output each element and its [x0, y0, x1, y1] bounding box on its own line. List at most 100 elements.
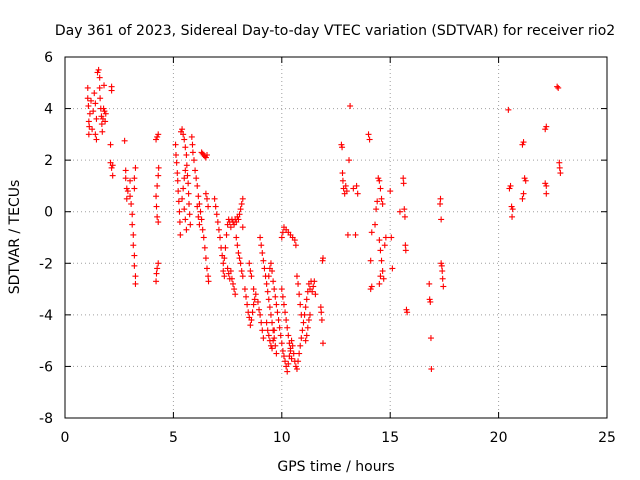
data-point [276, 324, 283, 331]
data-point [181, 136, 188, 143]
data-point [257, 234, 264, 241]
data-point [402, 247, 409, 254]
data-point [375, 175, 382, 182]
data-point [183, 226, 190, 233]
data-point [101, 82, 108, 89]
data-point [259, 327, 266, 334]
data-point [277, 332, 284, 339]
data-point [297, 301, 304, 308]
data-point [339, 144, 346, 151]
data-point [186, 200, 193, 207]
data-point [195, 213, 202, 220]
data-point [233, 234, 240, 241]
data-point [102, 118, 109, 125]
data-point [237, 260, 244, 267]
data-point [131, 252, 138, 259]
data-point [173, 151, 180, 158]
data-point [215, 226, 222, 233]
data-point [519, 195, 526, 202]
data-point [189, 141, 196, 148]
data-point [267, 260, 274, 267]
data-point [187, 221, 194, 228]
data-point [295, 358, 302, 365]
data-point [377, 247, 384, 254]
data-point [344, 231, 351, 238]
y-tick-label: 6 [44, 50, 53, 66]
data-point [220, 268, 227, 275]
data-point [185, 180, 192, 187]
data-point [368, 283, 375, 290]
data-point [182, 144, 189, 151]
data-point [85, 102, 92, 109]
data-point [367, 286, 374, 293]
x-tick-label: 10 [273, 430, 291, 446]
data-point [310, 283, 317, 290]
data-point [302, 304, 309, 311]
data-point [382, 234, 389, 241]
data-point [257, 311, 264, 318]
data-point [130, 231, 137, 238]
data-point [376, 177, 383, 184]
data-point [303, 332, 310, 339]
data-point [195, 193, 202, 200]
data-point [194, 182, 201, 189]
data-point [368, 229, 375, 236]
data-point [440, 283, 447, 290]
data-point [202, 154, 209, 161]
data-point [260, 257, 267, 264]
data-points [84, 66, 564, 375]
y-tick-label: -2 [39, 256, 53, 272]
data-point [100, 105, 107, 112]
data-point [90, 108, 97, 115]
data-point [438, 216, 445, 223]
data-point [91, 90, 98, 97]
data-point [379, 268, 386, 275]
data-point [97, 95, 104, 102]
data-point [265, 296, 272, 303]
data-point [220, 260, 227, 267]
data-point [372, 221, 379, 228]
data-point [124, 188, 131, 195]
data-point [217, 234, 224, 241]
data-point [377, 185, 384, 192]
data-point [175, 198, 182, 205]
data-point [299, 327, 306, 334]
data-point [378, 195, 385, 202]
data-point [95, 66, 102, 73]
data-point [221, 273, 228, 280]
data-point [154, 213, 161, 220]
data-point [185, 190, 192, 197]
data-point [339, 170, 346, 177]
data-point [175, 188, 182, 195]
data-point [300, 319, 307, 326]
data-point [101, 108, 108, 115]
x-axis-label: GPS time / hours [277, 459, 394, 475]
data-point [183, 162, 190, 169]
data-point [153, 278, 160, 285]
data-point [273, 350, 280, 357]
data-point [403, 306, 410, 313]
data-point [377, 273, 384, 280]
data-point [205, 273, 212, 280]
data-point [318, 309, 325, 316]
data-point [96, 84, 103, 91]
data-point [272, 293, 279, 300]
data-point [271, 335, 278, 342]
data-point [265, 332, 272, 339]
data-point [381, 242, 388, 249]
data-point [378, 257, 385, 264]
data-point [153, 136, 160, 143]
data-point [201, 244, 208, 251]
data-point [239, 273, 246, 280]
data-point [346, 157, 353, 164]
data-point [231, 286, 238, 293]
data-point [279, 347, 286, 354]
y-tick-label: 0 [44, 205, 53, 221]
data-point [554, 83, 561, 90]
data-point [194, 203, 201, 210]
data-point [542, 126, 549, 133]
data-point [235, 216, 242, 223]
data-point [131, 185, 138, 192]
data-point [181, 206, 188, 213]
data-point [342, 182, 349, 189]
